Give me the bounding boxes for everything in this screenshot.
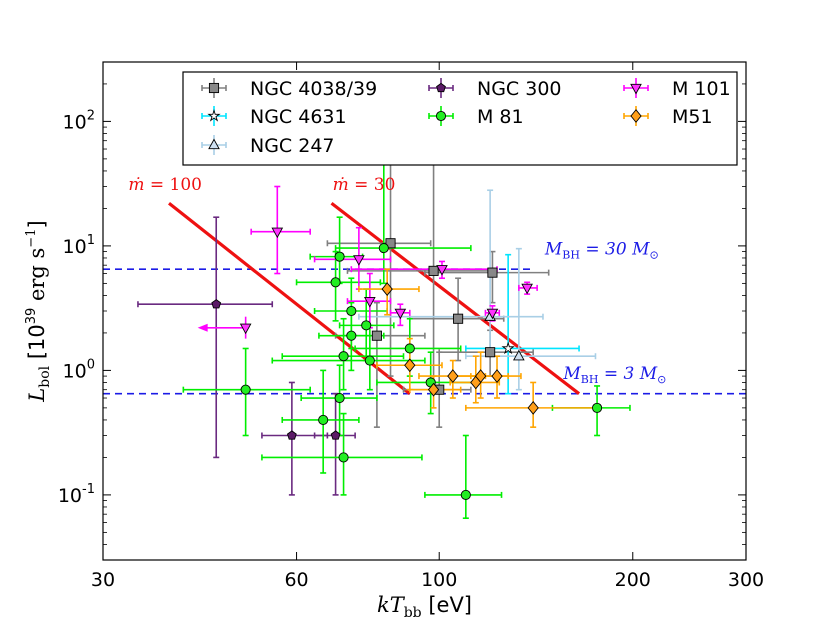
- legend-marker: [435, 110, 447, 122]
- data-point: [346, 305, 357, 317]
- axis-ticks: [102, 62, 747, 560]
- tick-labels: 30 60 100 200 300 10-1 100 101 102: [58, 108, 764, 591]
- x-limit-arrowhead: [197, 323, 208, 332]
- data-point: [521, 283, 533, 295]
- data-point: [239, 323, 252, 335]
- data-point: [485, 347, 496, 358]
- legend-label: NGC 4038/39: [250, 78, 377, 100]
- data-point: [486, 308, 499, 320]
- data-point: [527, 400, 539, 415]
- data-point: [338, 351, 349, 362]
- legend-marker: [207, 108, 221, 122]
- y-tick-label: 102: [63, 108, 95, 133]
- y-axis-label: Lbol [1039 erg s−1]: [24, 220, 53, 402]
- annotations: MBH = 30 M⊙ MBH = 3 M⊙ ṁ = 100 ṁ = 30: [128, 175, 666, 386]
- x-tick-label: 300: [728, 569, 764, 591]
- error-bars: [137, 158, 631, 519]
- data-point: [592, 402, 603, 413]
- legend-marker: [208, 82, 220, 94]
- data-point: [513, 349, 525, 361]
- legend-label: NGC 247: [250, 135, 335, 157]
- data-point: [371, 330, 382, 341]
- data-point: [271, 227, 284, 239]
- data-point: [404, 343, 415, 354]
- data-markers: [211, 227, 603, 500]
- data-point: [427, 382, 440, 397]
- data-point: [240, 384, 251, 395]
- x-tick-label: 30: [91, 569, 115, 591]
- legend-marker: [630, 83, 642, 95]
- legend-marker: [436, 82, 446, 93]
- data-point: [364, 355, 375, 366]
- data-point: [318, 414, 329, 425]
- legend-label: M51: [672, 106, 713, 128]
- data-point: [460, 489, 471, 500]
- data-point: [353, 255, 365, 266]
- data-point: [346, 330, 357, 341]
- data-point: [475, 369, 487, 384]
- data-point: [330, 430, 341, 440]
- x-tick-label: 60: [284, 569, 308, 591]
- axis-labels: kTbb [eV] Lbol [1039 erg s−1]: [24, 220, 472, 621]
- data-point: [364, 297, 376, 308]
- x-tick-label: 200: [615, 569, 651, 591]
- data-point: [394, 308, 407, 320]
- legend-label: NGC 300: [477, 78, 562, 100]
- legend-marker: [208, 138, 220, 150]
- mdot-30-line: [330, 202, 581, 395]
- data-point: [428, 265, 439, 276]
- data-point: [338, 452, 349, 463]
- data-point: [330, 277, 341, 288]
- data-point: [447, 369, 459, 384]
- data-point: [286, 430, 297, 440]
- mbh-30-label: MBH = 30 M⊙: [544, 240, 659, 262]
- legend: NGC 4038/39 NGC 4631 NGC 247 NGC 300 M 81 M 1…: [182, 71, 738, 166]
- data-point: [436, 265, 448, 276]
- data-point: [381, 282, 393, 296]
- data-point: [453, 313, 464, 324]
- data-point: [334, 251, 345, 262]
- data-point: [491, 369, 503, 384]
- x-axis-label: kTbb [eV]: [377, 593, 472, 621]
- mdot-30-label: ṁ = 30: [333, 175, 396, 195]
- data-point: [378, 243, 389, 254]
- y-tick-label: 10-1: [58, 482, 95, 507]
- y-tick-label: 101: [63, 233, 95, 258]
- y-tick-label: 100: [63, 357, 95, 382]
- data-point: [501, 341, 515, 355]
- x-tick-label: 100: [421, 569, 457, 591]
- mbh-3-label: MBH = 3 M⊙: [562, 364, 666, 386]
- legend-label: M 101: [672, 78, 731, 100]
- legend-label: M 81: [477, 106, 524, 128]
- data-point: [211, 299, 222, 309]
- mdot-100-label: ṁ = 100: [128, 175, 202, 195]
- data-point: [385, 238, 396, 249]
- legend-marker: [630, 109, 642, 123]
- data-point: [487, 267, 498, 278]
- legend-label: NGC 4631: [250, 106, 347, 128]
- data-point: [361, 320, 372, 331]
- data-point: [334, 392, 345, 404]
- data-point: [404, 358, 416, 373]
